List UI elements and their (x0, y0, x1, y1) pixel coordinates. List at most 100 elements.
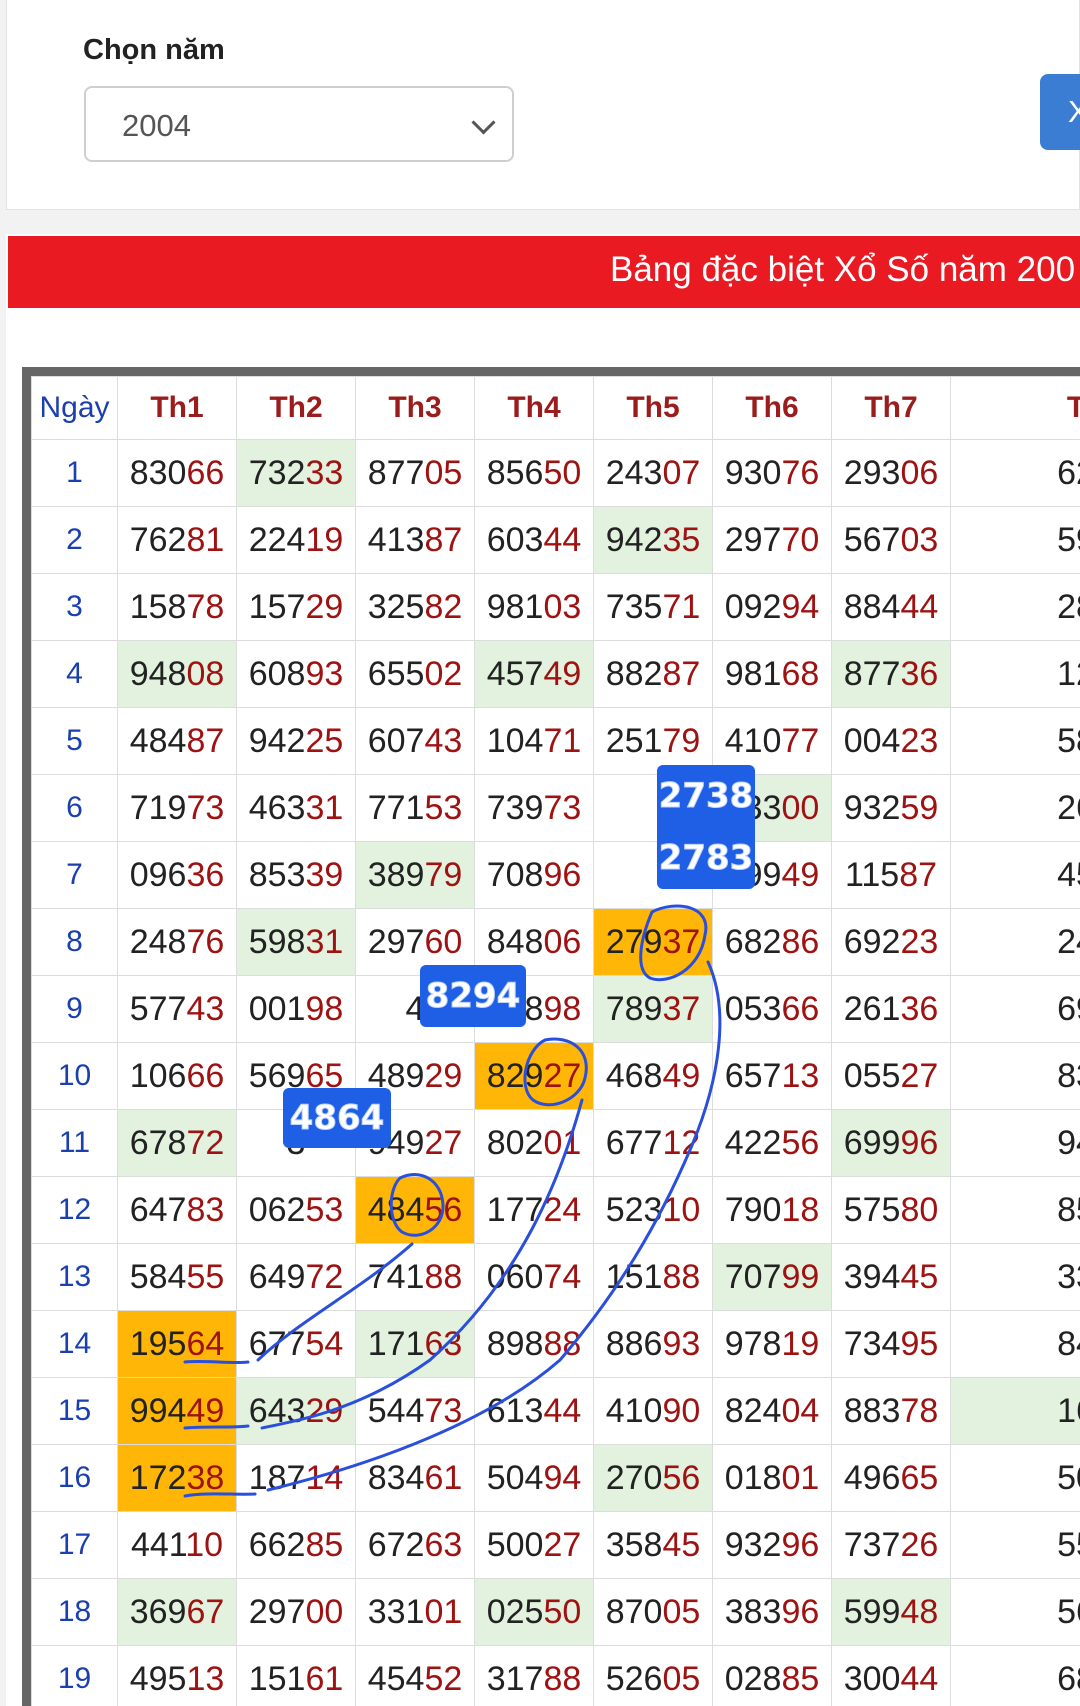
result-cell: 45749 (474, 640, 594, 708)
result-number: 54473 (367, 1391, 463, 1430)
result-number: 58455 (129, 1257, 225, 1296)
result-tail-digits: 72 (305, 1257, 344, 1296)
result-number: 38979 (367, 855, 463, 894)
result-number: 83461 (367, 1458, 463, 1497)
result-number: 99449 (129, 1391, 225, 1430)
result-number: 87005 (605, 1592, 701, 1631)
result-tail-digits: 36 (186, 855, 225, 894)
result-tail-digits: 87 (186, 721, 225, 760)
table-body: 1830667323387705856502430793076293066227… (31, 439, 1080, 1706)
result-cell: 73571 (593, 573, 713, 641)
result-cell: 70799 (712, 1243, 832, 1311)
result-cell: 39445 (831, 1243, 951, 1311)
day-cell: 3 (31, 573, 118, 641)
result-tail-digits: 99 (781, 1257, 820, 1296)
result-tail-digits: 52 (424, 1659, 463, 1698)
result-number: 98103 (486, 587, 582, 626)
result-number: 46849 (605, 1056, 701, 1095)
result-number: 27056 (605, 1458, 701, 1497)
month-header-6: Th6 (712, 376, 832, 440)
result-cell: 73973 (474, 774, 594, 842)
result-number: 22419 (248, 520, 344, 559)
result-cell: 48456 (355, 1176, 475, 1244)
result-tail-digits: 13 (186, 1659, 225, 1698)
table-row: 17 44110 66285 67263 50027 35845 93296 73726 55 (31, 1511, 1080, 1579)
result-tail-digits: 45 (662, 1525, 701, 1564)
result-cell: 59 (950, 506, 1080, 574)
result-number: 94808 (129, 654, 225, 693)
result-cell: 30044 (831, 1645, 951, 1706)
result-number: 48487 (129, 721, 225, 760)
result-tail-digits: 05 (662, 1592, 701, 1631)
result-tail-digits: 29 (424, 1056, 463, 1095)
day-cell: 7 (31, 841, 118, 909)
result-cell: 01801 (712, 1444, 832, 1512)
result-cell: 06074 (474, 1243, 594, 1311)
result-tail-digits: 82 (424, 587, 463, 626)
result-number: 33 (1057, 1257, 1080, 1296)
result-cell: 33101 (355, 1578, 475, 1646)
result-cell: 69223 (831, 908, 951, 976)
result-tail-digits: 37 (662, 989, 701, 1028)
result-cell: 60344 (474, 506, 594, 574)
result-number: 50 (1057, 1458, 1080, 1497)
result-cell: 52605 (593, 1645, 713, 1706)
table-row: 18 36967 29700 33101 02550 87005 38396 59948 56 (31, 1578, 1080, 1646)
result-number: 05527 (843, 1056, 939, 1095)
result-tail-digits: 93 (305, 654, 344, 693)
result-tail-digits: 53 (305, 1190, 344, 1229)
result-tail-digits: 86 (781, 922, 820, 961)
result-cell: 05527 (831, 1042, 951, 1110)
day-cell: 19 (31, 1645, 118, 1706)
result-tail-digits: 73 (424, 1391, 463, 1430)
result-number: 49513 (129, 1659, 225, 1698)
result-tail-digits: 29 (305, 1391, 344, 1430)
result-tail-digits: 93 (662, 1324, 701, 1363)
result-cell: 05366 (712, 975, 832, 1043)
result-number: 42256 (724, 1123, 820, 1162)
result-tail-digits: 25 (305, 721, 344, 760)
result-cell: 26 (950, 774, 1080, 842)
month-header-3: Th3 (355, 376, 475, 440)
result-tail-digits: 77 (781, 721, 820, 760)
result-number: 24307 (605, 453, 701, 492)
result-cell: 28 (950, 573, 1080, 641)
result-tail-digits: 23 (900, 721, 939, 760)
overlay-text: 2738 (658, 776, 754, 817)
result-number: 24876 (129, 922, 225, 961)
result-tail-digits: 37 (662, 922, 701, 961)
result-number: 36967 (129, 1592, 225, 1631)
result-number: 73973 (486, 788, 582, 827)
result-tail-digits: 44 (900, 587, 939, 626)
day-cell: 13 (31, 1243, 118, 1311)
result-cell: 32582 (355, 573, 475, 641)
result-cell: 02885 (712, 1645, 832, 1706)
month-header-2: Th2 (236, 376, 356, 440)
year-select[interactable]: 2004 (84, 86, 514, 162)
result-number: 64329 (248, 1391, 344, 1430)
overlay-text: 2783 (658, 838, 754, 879)
result-cell: 83461 (355, 1444, 475, 1512)
result-tail-digits: 98 (305, 989, 344, 1028)
table-row: 16 17238 18714 83461 50494 27056 01801 49665 50 (31, 1444, 1080, 1512)
result-cell: 60743 (355, 707, 475, 775)
result-cell: 99449 (117, 1377, 237, 1445)
result-number: 76281 (129, 520, 225, 559)
result-number: 82404 (724, 1391, 820, 1430)
day-cell: 8 (31, 908, 118, 976)
year-label: Chọn năm (83, 34, 225, 66)
result-number: 17724 (486, 1190, 582, 1229)
result-number: 52310 (605, 1190, 701, 1229)
result-tail-digits: 38 (186, 1458, 225, 1497)
result-tail-digits: 33 (305, 453, 344, 492)
result-cell: 33 (950, 1243, 1080, 1311)
result-tail-digits: 06 (543, 922, 582, 961)
result-tail-digits: 64 (186, 1324, 225, 1363)
month-header-1: Th1 (117, 376, 237, 440)
result-cell: 78937 (593, 975, 713, 1043)
view-button[interactable]: X (1040, 74, 1080, 150)
result-tail-digits: 13 (781, 1056, 820, 1095)
result-cell: 58455 (117, 1243, 237, 1311)
result-cell: 93259 (831, 774, 951, 842)
result-tail-digits: 36 (900, 989, 939, 1028)
